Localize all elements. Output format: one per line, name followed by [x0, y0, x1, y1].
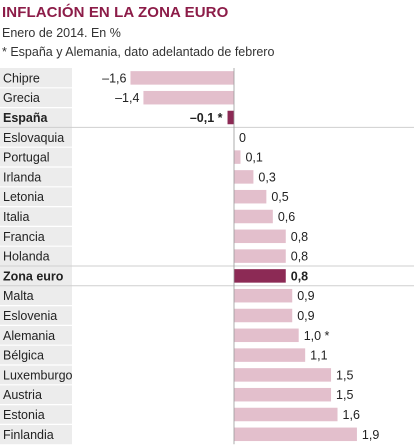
- category-label-espana: España: [3, 111, 49, 125]
- category-label-italia: Italia: [3, 210, 29, 224]
- value-label-espana: –0,1 *: [190, 111, 223, 125]
- category-label-luxemburgo: Luxemburgo: [3, 368, 73, 382]
- bar-espana: [227, 110, 234, 125]
- chart-footnote: * España y Alemania, dato adelantado de …: [2, 45, 275, 59]
- category-labels-group: Chipre Grecia España Eslovaquia Portugal Irla…: [3, 71, 73, 441]
- bar-zona-euro: [234, 269, 286, 283]
- value-label-austria: 1,5: [336, 388, 353, 402]
- category-label-portugal: Portugal: [3, 151, 50, 165]
- value-labels-group: –1,6 –1,4 –0,1 * 0 0,1 0,3 0,5 0,6 0,8 0,8 0,8 0,9 0…: [102, 71, 379, 441]
- bar-eslovenia: [234, 308, 293, 323]
- value-label-portugal: 0,1: [245, 151, 262, 165]
- bar-luxemburgo: [234, 368, 332, 382]
- category-label-column: [0, 68, 72, 445]
- category-label-alemania: Alemania: [3, 329, 55, 343]
- bar-letonia: [234, 189, 267, 204]
- bar-belgica: [234, 348, 306, 362]
- bar-portugal: [234, 150, 241, 164]
- value-label-eslovaquia: 0: [239, 131, 246, 145]
- bar-grecia: [143, 90, 234, 105]
- category-label-malta: Malta: [3, 289, 34, 303]
- category-label-estonia: Estonia: [3, 408, 45, 422]
- bar-francia: [234, 229, 286, 244]
- bar-austria: [234, 387, 332, 402]
- category-label-chipre: Chipre: [3, 71, 40, 85]
- label-column-background: [0, 68, 72, 445]
- category-label-zona-euro: Zona euro: [3, 269, 64, 283]
- bar-alemania: [234, 328, 299, 343]
- value-label-eslovenia: 0,9: [297, 309, 314, 323]
- row-separators: [0, 87, 414, 425]
- value-label-francia: 0,8: [291, 230, 308, 244]
- category-label-grecia: Grecia: [3, 91, 40, 105]
- value-label-malta: 0,9: [297, 289, 314, 303]
- category-label-francia: Francia: [3, 230, 45, 244]
- category-label-finlandia: Finlandia: [3, 428, 54, 442]
- bar-chipre: [130, 71, 234, 85]
- value-label-chipre: –1,6: [102, 71, 126, 85]
- bar-finlandia: [234, 427, 357, 442]
- category-label-eslovenia: Eslovenia: [3, 309, 57, 323]
- category-label-irlanda: Irlanda: [3, 170, 41, 184]
- bar-malta: [234, 288, 293, 303]
- category-label-letonia: Letonia: [3, 190, 44, 204]
- category-label-austria: Austria: [3, 388, 42, 402]
- value-label-finlandia: 1,9: [362, 428, 379, 442]
- bar-irlanda: [234, 170, 254, 184]
- value-label-irlanda: 0,3: [258, 170, 275, 184]
- value-label-belgica: 1,1: [310, 349, 327, 363]
- bar-holanda: [234, 249, 286, 263]
- value-label-letonia: 0,5: [271, 190, 288, 204]
- value-label-italia: 0,6: [278, 210, 295, 224]
- chart-subtitle: Enero de 2014. En %: [2, 26, 121, 40]
- bar-italia: [234, 209, 273, 224]
- bars-group: [130, 71, 357, 442]
- category-label-holanda: Holanda: [3, 250, 50, 264]
- value-label-holanda: 0,8: [291, 250, 308, 264]
- chart-title: INFLACIÓN EN LA ZONA EURO: [2, 4, 229, 21]
- value-label-zona-euro: 0,8: [291, 269, 308, 283]
- value-label-estonia: 1,6: [343, 408, 360, 422]
- value-label-grecia: –1,4: [115, 91, 139, 105]
- category-label-eslovaquia: Eslovaquia: [3, 131, 64, 145]
- category-label-belgica: Bélgica: [3, 349, 44, 363]
- value-label-luxemburgo: 1,5: [336, 368, 353, 382]
- bar-estonia: [234, 407, 338, 422]
- value-label-alemania: 1,0 *: [304, 329, 330, 343]
